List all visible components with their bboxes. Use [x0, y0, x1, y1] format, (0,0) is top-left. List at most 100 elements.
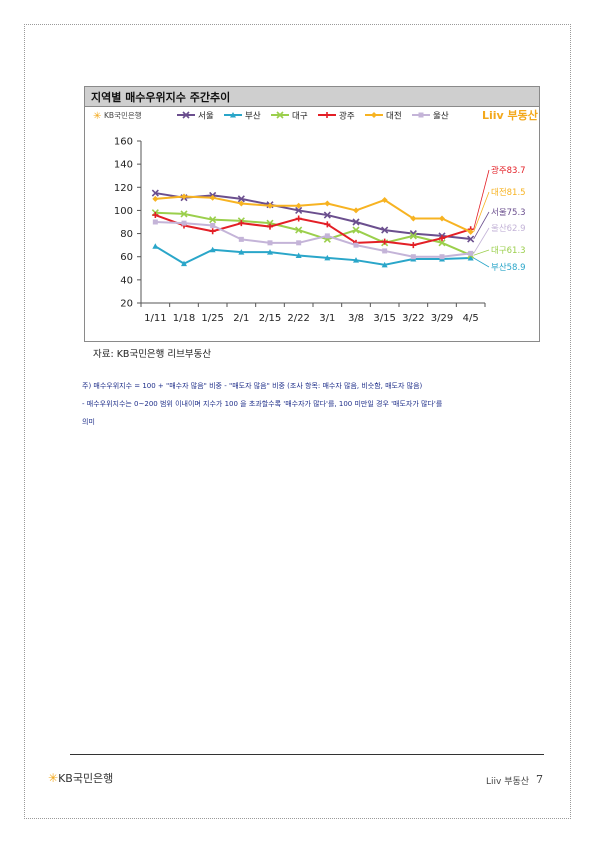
chart-end-labels: 서울75.3 부산58.9 대구61.3 광주83.7 대전81.5 울산62.9 [473, 165, 526, 273]
data-point [467, 228, 474, 235]
legend-marker [371, 112, 377, 118]
chart-axes: 20 40 60 80 100 120 140 160 1/11 1/18 1/25 2/1 2/15 2… [114, 137, 486, 324]
liiv-logo-text: Liiv 부동산 [482, 108, 538, 122]
data-point [467, 254, 474, 261]
x-tick-label: 3/22 [402, 313, 424, 324]
end-label-leader [473, 249, 490, 256]
data-point [295, 252, 302, 259]
data-point [439, 254, 445, 260]
data-point [238, 236, 244, 242]
data-point [295, 202, 302, 209]
chart-series [151, 189, 475, 268]
data-point [410, 254, 416, 260]
data-point [323, 211, 331, 219]
legend-label: 대구 [292, 112, 308, 122]
end-label-leader [473, 257, 490, 268]
end-label-leader [473, 211, 490, 240]
data-point [439, 215, 445, 222]
footer-kb-logo: ✳KB국민은행 [48, 770, 113, 786]
data-point [238, 249, 245, 255]
y-tick-label: 60 [120, 252, 133, 263]
series-line [154, 245, 471, 266]
kb-logo: ✳ KB국민은행 [93, 110, 142, 122]
data-point [381, 261, 388, 268]
data-point [152, 212, 159, 219]
data-point [238, 200, 245, 207]
data-point [352, 218, 360, 226]
data-point [151, 189, 159, 197]
legend-marker [182, 111, 190, 119]
kb-star-icon: ✳ [48, 771, 59, 785]
legend-label: 광주 [339, 111, 355, 122]
figure-title-bar: 지역별 매수우위지수 주간추이 [85, 87, 539, 107]
end-label-leader [473, 191, 490, 232]
footer-liiv-logo: Liiv 부동산 [486, 777, 530, 787]
data-point [152, 219, 158, 225]
series-울산 [152, 219, 474, 260]
data-point [381, 238, 388, 245]
series-line [154, 214, 471, 247]
series-대전 [152, 193, 474, 235]
series-line [155, 221, 471, 258]
note-line-1: 주) 매수우위지수 = 100 + "매수자 많음" 비중 - "매도자 많음"… [82, 382, 423, 390]
data-point [439, 235, 445, 242]
series-부산 [152, 243, 474, 268]
end-label: 광주83.7 [491, 165, 526, 176]
x-tick-label: 1/18 [173, 313, 195, 324]
source-note: 자료: KB국민은행 리브부동산 [93, 349, 212, 360]
data-point [324, 254, 331, 261]
data-point [438, 239, 446, 247]
series-line [155, 192, 471, 241]
y-tick-label: 40 [120, 275, 133, 286]
figure-title: 지역별 매수우위지수 주간추이 [91, 91, 231, 104]
data-point [410, 215, 417, 222]
data-point [209, 194, 216, 201]
end-label: 대전81.5 [491, 187, 526, 198]
data-point [209, 246, 216, 253]
note-line-2: - 매수우위지수는 0~200 범위 이내이며 지수가 100 을 초과할수록 … [82, 400, 443, 408]
data-point [353, 257, 359, 263]
end-label: 서울75.3 [491, 208, 526, 218]
end-label: 부산58.9 [491, 262, 526, 273]
data-point [409, 232, 417, 240]
data-point [467, 235, 475, 243]
data-point [352, 226, 360, 234]
chart-brand-logo: KB국민은행 [104, 110, 142, 120]
x-tick-label: 3/15 [373, 313, 395, 324]
data-point [353, 242, 359, 248]
y-tick-label: 140 [114, 160, 133, 171]
data-point [267, 249, 273, 255]
data-point [209, 216, 217, 224]
data-point [381, 226, 389, 234]
line-chart: ✳ KB국민은행 Liiv 부동산 서울 부산 대구 광주 대전 울산 20 40 60 80 1… [93, 108, 538, 324]
data-point [209, 228, 216, 235]
y-tick-label: 160 [114, 137, 133, 148]
data-point [181, 193, 187, 200]
data-point [210, 222, 216, 228]
x-tick-label: 2/15 [259, 313, 281, 324]
y-tick-label: 80 [120, 229, 133, 240]
x-tick-label: 2/22 [287, 313, 309, 324]
end-label-leader [473, 227, 490, 254]
legend-marker [418, 112, 424, 118]
data-point [381, 197, 388, 204]
data-point [382, 248, 388, 254]
legend-label: 대전 [386, 111, 402, 122]
note-line-3: 의미 [82, 418, 95, 426]
data-point [180, 210, 188, 218]
x-tick-label: 1/25 [201, 313, 223, 324]
data-point [324, 233, 330, 239]
x-tick-label: 4/5 [463, 313, 479, 324]
x-tick-label: 2/1 [233, 313, 249, 324]
legend-marker [324, 112, 330, 118]
end-label: 대구61.3 [491, 246, 526, 256]
liiv-logo: Liiv 부동산 [482, 108, 538, 122]
legend-label: 울산 [433, 111, 449, 122]
legend-marker [276, 111, 284, 119]
x-tick-label: 3/29 [431, 313, 453, 324]
data-point [410, 242, 417, 249]
x-tick-label: 1/11 [144, 313, 166, 324]
data-point [295, 226, 303, 234]
figure-frame: 지역별 매수우위지수 주간추이 ✳ KB국민은행 Liiv 부동산 서울 부산 대구… [84, 86, 540, 342]
end-label: 울산62.9 [491, 223, 526, 234]
